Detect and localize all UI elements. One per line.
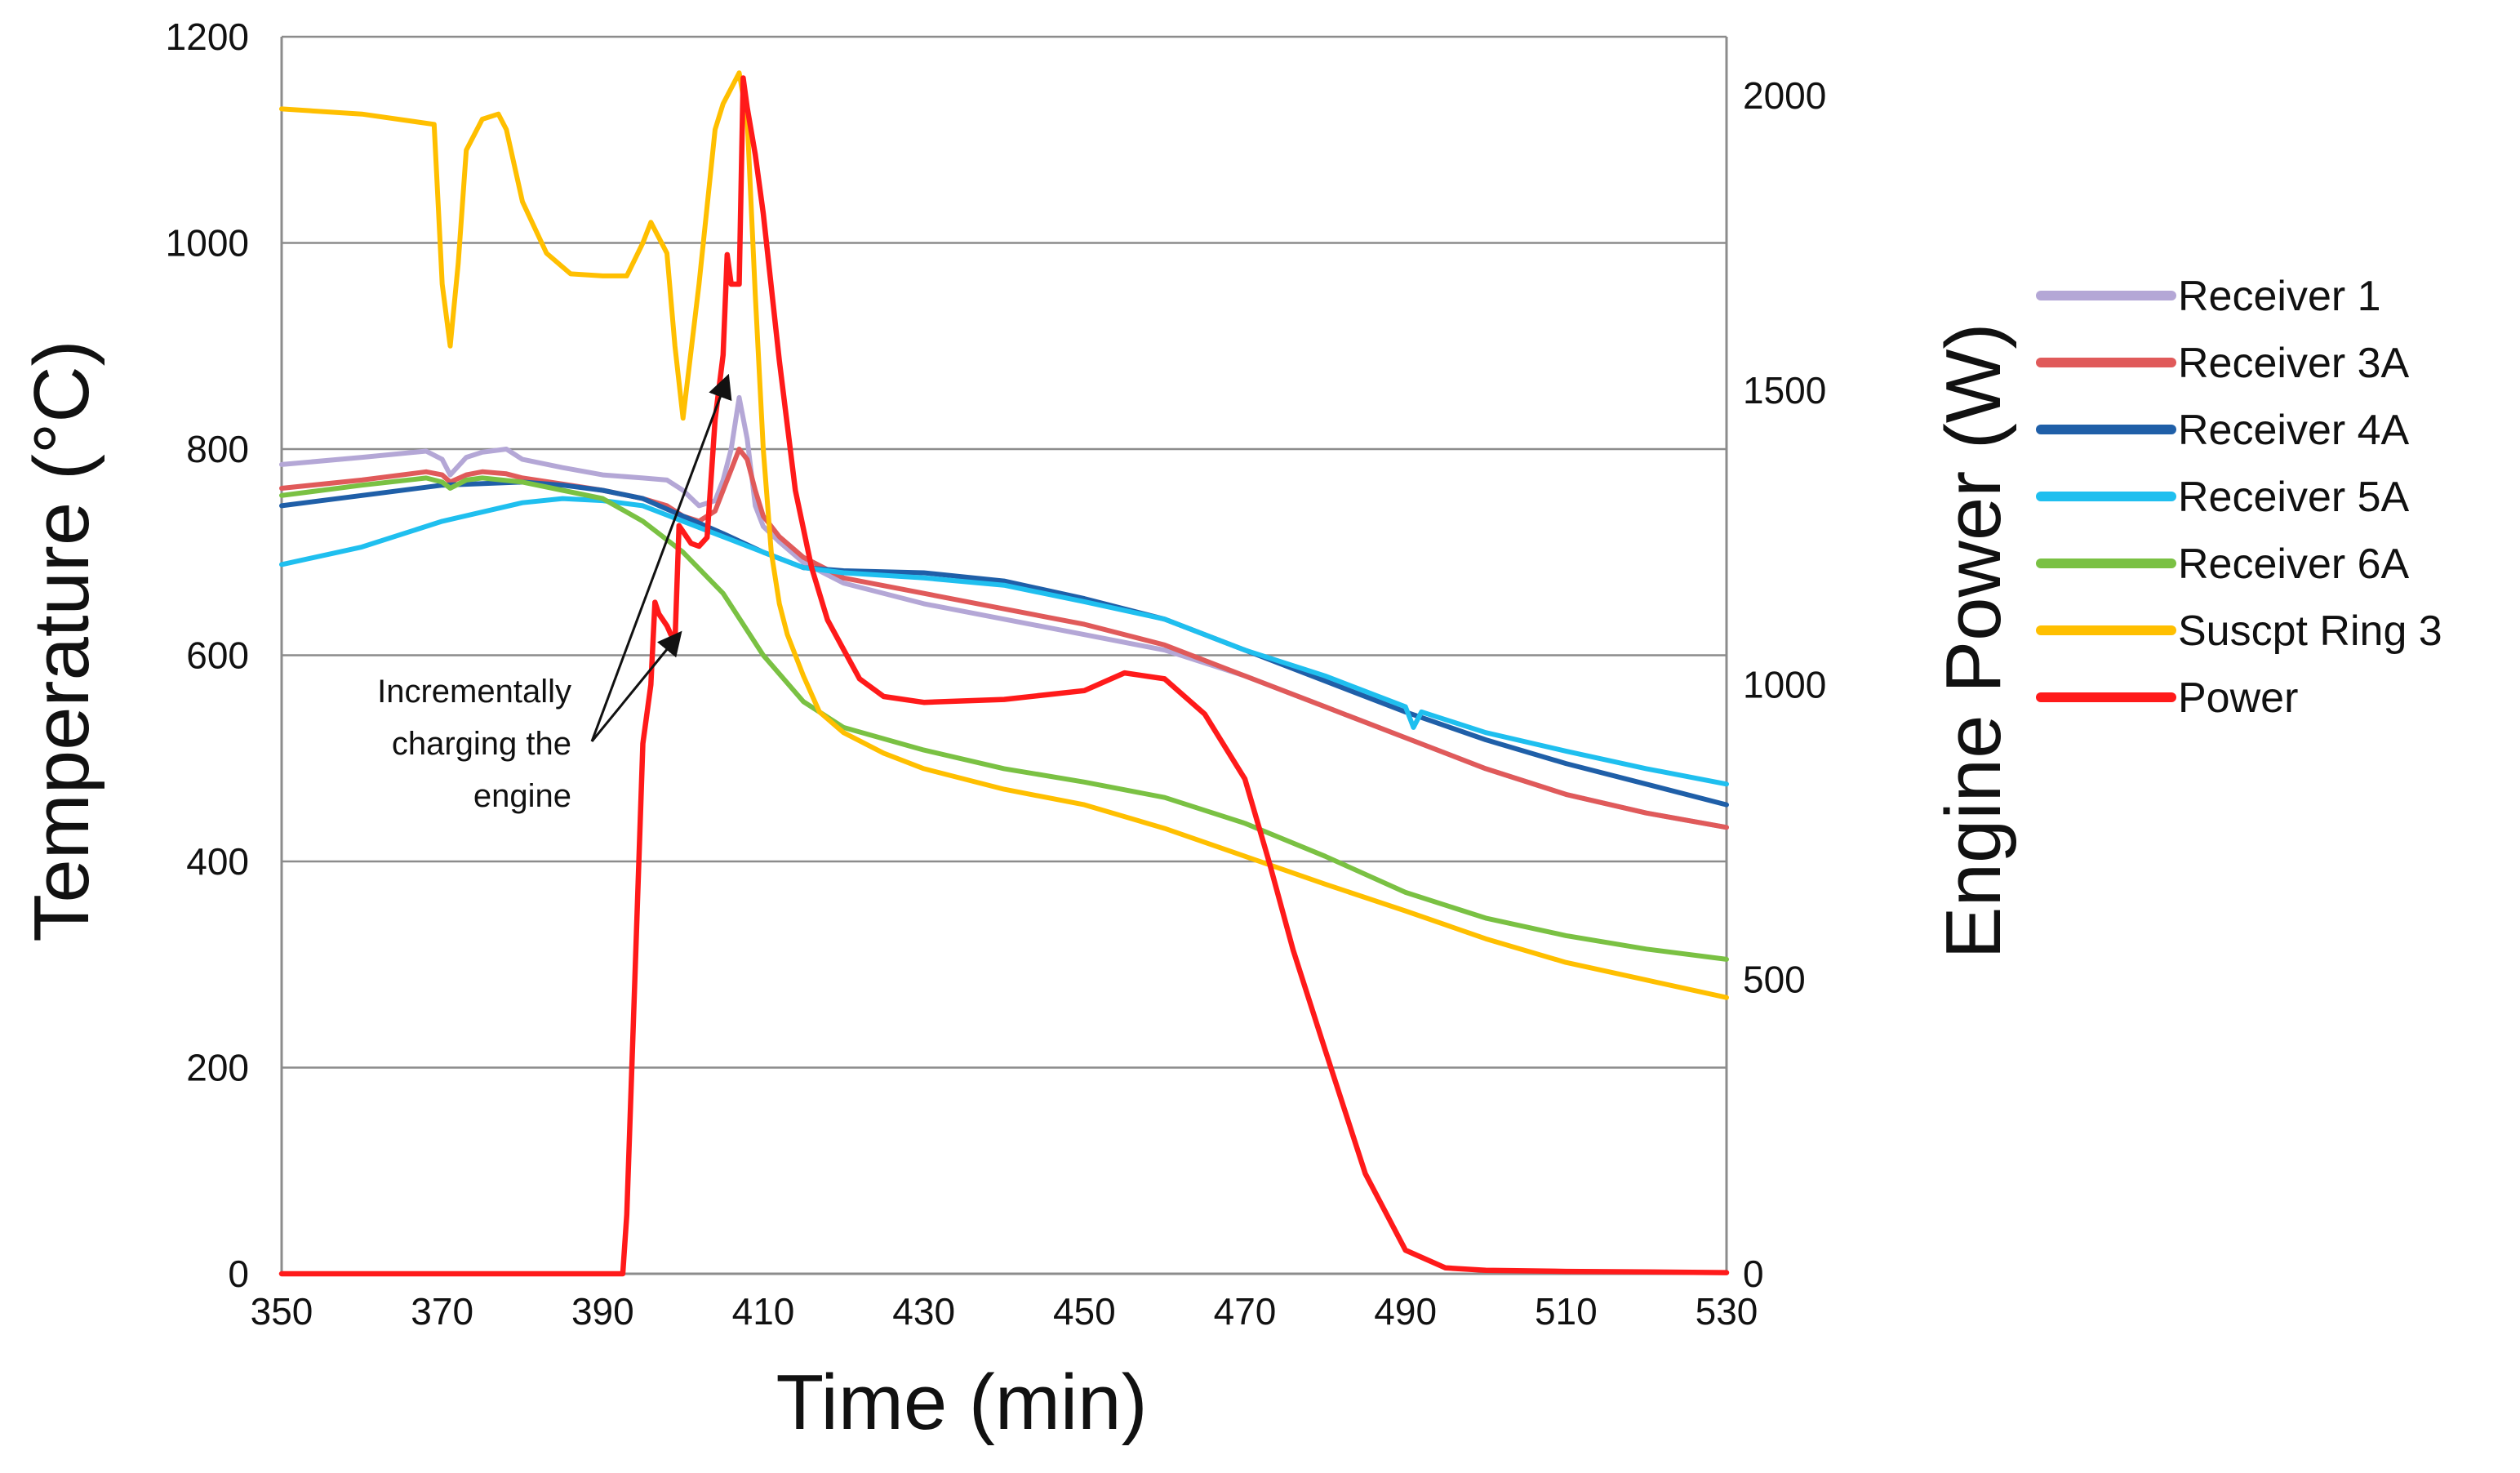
x-tick-label-510: 510 — [1535, 1290, 1598, 1333]
series-line-suscpt-ring-3 — [279, 70, 1729, 1000]
annotation-text-line-1: Incrementally — [377, 674, 571, 710]
x-tick-label-370: 370 — [411, 1290, 473, 1333]
legend-label-receiver-5a: Receiver 5A — [2178, 474, 2410, 521]
y-tick-label-200: 200 — [186, 1047, 249, 1089]
legend: Receiver 1 Receiver 3A Receiver 4A Receiver… — [2036, 273, 2442, 722]
y2-tick-label-0: 0 — [1743, 1253, 1764, 1295]
x-axis-title: Time (min) — [776, 1359, 1147, 1446]
y2-tick-label-500: 500 — [1743, 958, 1806, 1000]
legend-label-receiver-4a: Receiver 4A — [2178, 407, 2410, 454]
annotation: Incrementally charging the engine — [377, 373, 732, 814]
x-tick-label-490: 490 — [1374, 1290, 1437, 1333]
x-tick-label-450: 450 — [1053, 1290, 1116, 1333]
axes: 0 200 400 600 800 1000 1200 0 500 1000 1500 2000 350… — [166, 16, 1827, 1333]
y-tick-label-1200: 1200 — [166, 16, 249, 58]
gridlines — [282, 35, 1727, 1069]
series-line-receiver-6a — [279, 475, 1729, 962]
series-line-receiver-1 — [279, 394, 1729, 830]
legend-label-receiver-6a: Receiver 6A — [2178, 541, 2410, 588]
x-tick-label-390: 390 — [571, 1290, 634, 1333]
x-tick-label-350: 350 — [251, 1290, 313, 1333]
x-tick-label-530: 530 — [1696, 1290, 1758, 1333]
series-line-power — [278, 75, 1730, 1277]
y-tick-label-800: 800 — [186, 428, 249, 470]
legend-label-suscpt-ring-3: Suscpt Ring 3 — [2178, 607, 2442, 655]
y-tick-label-400: 400 — [186, 840, 249, 883]
axis-labels: Time (min) Temperature (°C) Engine Power… — [18, 323, 2017, 1446]
annotation-text-line-3: engine — [473, 778, 571, 814]
y2-tick-label-1000: 1000 — [1743, 664, 1826, 706]
series-line-receiver-3a — [279, 447, 1729, 830]
annotation-text-line-2: charging the — [392, 726, 571, 762]
y2-axis-title: Engine Power (W) — [1930, 323, 2017, 959]
series-line-receiver-5a — [279, 496, 1729, 787]
y-tick-label-1000: 1000 — [166, 222, 249, 265]
legend-label-receiver-1: Receiver 1 — [2178, 273, 2381, 320]
x-tick-label-430: 430 — [892, 1290, 955, 1333]
x-tick-label-470: 470 — [1214, 1290, 1277, 1333]
x-tick-label-410: 410 — [732, 1290, 795, 1333]
annotation-arrow-2 — [590, 373, 732, 742]
y-axis-title: Temperature (°C) — [18, 340, 105, 941]
y-tick-label-0: 0 — [228, 1253, 249, 1295]
legend-label-power: Power — [2178, 674, 2298, 722]
legend-label-receiver-3a: Receiver 3A — [2178, 340, 2410, 387]
annotation-arrow-1 — [590, 630, 682, 742]
y2-tick-label-1500: 1500 — [1743, 369, 1826, 412]
y2-tick-label-2000: 2000 — [1743, 74, 1826, 117]
series-lines — [278, 70, 1730, 1277]
y-tick-label-600: 600 — [186, 634, 249, 677]
